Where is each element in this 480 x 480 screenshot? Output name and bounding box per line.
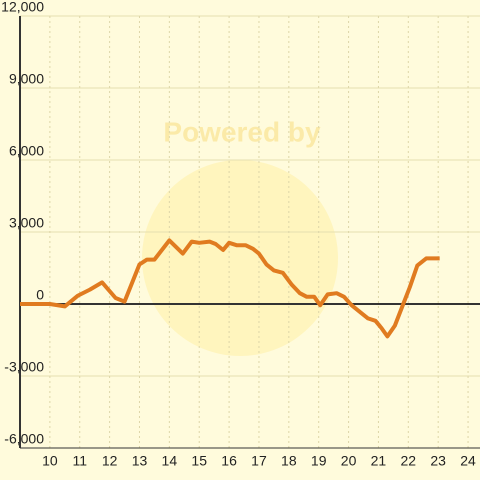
line — [20, 238, 440, 339]
x-tick-label: 14 — [162, 453, 178, 469]
x-tick-label: 19 — [311, 453, 327, 469]
x-tick-label: 18 — [281, 453, 297, 469]
x-tick-label: 11 — [72, 453, 87, 469]
y-tick-label: 12,000 — [1, 0, 44, 15]
y-tick-label: 0 — [36, 287, 44, 303]
x-tick-label: 13 — [132, 453, 148, 469]
x-tick-label: 21 — [371, 453, 387, 469]
x-tick-label: 22 — [401, 453, 417, 469]
x-tick-label: 23 — [430, 453, 446, 469]
y-tick-label: 6,000 — [9, 143, 44, 159]
x-tick-label: 10 — [42, 453, 58, 469]
y-tick-label: -3,000 — [4, 359, 44, 375]
watermark: Powered by — [163, 116, 321, 147]
x-tick-label: 16 — [221, 453, 237, 469]
x-tick-label: 24 — [460, 453, 476, 469]
y-tick-label: 9,000 — [9, 71, 44, 87]
x-tick-label: 15 — [191, 453, 207, 469]
x-tick-label: 12 — [102, 453, 118, 469]
x-tick-label: 17 — [251, 453, 267, 469]
y-tick-label: -6,000 — [4, 431, 44, 447]
y-tick-label: 3,000 — [9, 215, 44, 231]
x-tick-label: 20 — [341, 453, 357, 469]
watermark-logo — [142, 160, 338, 356]
